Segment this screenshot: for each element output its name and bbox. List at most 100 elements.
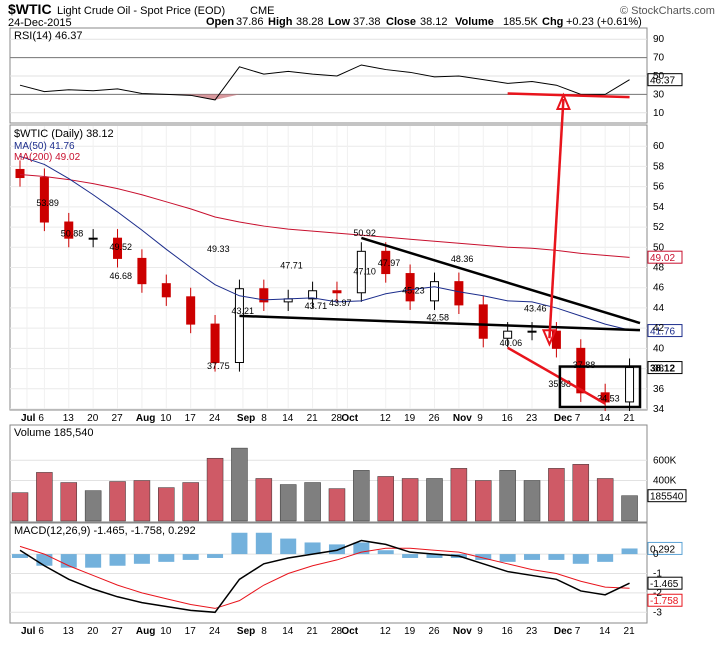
rsi-line — [19, 64, 630, 101]
macd-histogram-bar — [207, 554, 224, 558]
macd-histogram-bar — [280, 538, 297, 555]
x-axis-label-lower: Dec — [554, 626, 573, 637]
price-candle — [39, 177, 49, 223]
macd-histogram-bar — [328, 544, 345, 555]
price-tick-label: 44 — [653, 303, 665, 314]
signal-last-value: -1.758 — [650, 596, 679, 607]
macd-histogram-bar — [597, 554, 614, 562]
price-annotation: 43.71 — [305, 301, 328, 311]
macd-histogram-bar — [85, 554, 102, 568]
price-tick-label: 46 — [653, 283, 665, 294]
x-axis-label-upper: 17 — [185, 413, 197, 424]
x-axis-label-lower: Jul — [21, 626, 36, 637]
price-annotation: 47.71 — [280, 260, 303, 270]
x-axis-label-upper: 24 — [209, 413, 221, 424]
x-axis-label-lower: 27 — [112, 626, 124, 637]
x-axis-label-upper: 16 — [502, 413, 514, 424]
price-candle — [161, 283, 171, 298]
macd-histogram-bar — [499, 554, 516, 562]
price-candle — [64, 221, 74, 239]
x-axis-label-lower: 14 — [599, 626, 611, 637]
price-legend: $WTIC (Daily) 38.12 — [14, 128, 114, 140]
hist-last-value: 0.292 — [650, 544, 675, 555]
x-axis-label-upper: 21 — [307, 413, 319, 424]
macd-signal-line — [19, 545, 630, 609]
price-candle — [259, 288, 269, 303]
ma50-line — [19, 155, 630, 331]
macd-last-value: -1.465 — [650, 579, 679, 590]
macd-histogram-bar — [182, 554, 199, 560]
macd-histogram-bar — [36, 554, 53, 566]
macd-histogram-bar — [133, 554, 150, 564]
volume-bar — [475, 480, 492, 522]
x-axis-label-lower: 9 — [477, 626, 483, 637]
macd-tick-label: -3 — [653, 607, 662, 618]
price-candle — [454, 281, 464, 306]
volume-panel — [9, 424, 648, 523]
macd-tick-label: -1 — [653, 569, 662, 580]
price-annotation: 47.10 — [353, 267, 376, 277]
price-candle — [137, 257, 147, 285]
x-axis-label-upper: Oct — [341, 413, 358, 424]
price-candle — [332, 290, 342, 294]
price-annotation: 47.97 — [378, 258, 401, 268]
x-axis-label-lower: Sep — [237, 626, 255, 637]
ma200-legend: MA(200) 49.02 — [14, 152, 81, 163]
volume-bar — [596, 478, 614, 522]
hist-last-box — [647, 541, 683, 555]
volume-bar — [60, 482, 78, 522]
x-axis-label-upper: 21 — [624, 413, 636, 424]
date-label: 24-Dec-2015 — [8, 17, 72, 29]
price-tick-label: 38 — [653, 364, 665, 375]
ma50-last-value: 41.76 — [650, 327, 675, 338]
ma50-last-box — [647, 324, 683, 338]
close-last-box — [647, 361, 683, 375]
low-value: 37.38 — [353, 16, 381, 28]
signal-last-box — [647, 593, 683, 607]
volume-bar — [84, 490, 102, 522]
volume-bar — [231, 447, 248, 522]
price-tick-label: 54 — [653, 202, 665, 213]
volume-bar — [182, 482, 199, 522]
price-candle — [88, 237, 98, 240]
x-axis-label-upper: 20 — [87, 413, 99, 424]
volume-bar — [377, 476, 394, 522]
volume-bar — [11, 492, 29, 522]
rsi-tick-label: 30 — [653, 89, 665, 100]
ma200-last-value: 49.02 — [650, 253, 675, 264]
x-axis-label-upper: 14 — [599, 413, 611, 424]
price-tick-label: 42 — [653, 323, 665, 334]
price-annotation: 42.58 — [426, 312, 449, 322]
x-axis-label-lower: 17 — [185, 626, 197, 637]
price-candle — [576, 347, 586, 394]
price-annotation: 49.33 — [207, 244, 230, 254]
macd-line — [19, 539, 630, 614]
macd-histogram-bar — [304, 542, 321, 555]
x-axis-label-upper: 6 — [38, 413, 44, 424]
red-arrow-head-down — [541, 329, 557, 347]
lower-trendline — [239, 314, 641, 332]
rsi-last-box — [647, 73, 683, 87]
volume-bar — [206, 457, 224, 522]
macd-histogram-bar — [402, 554, 419, 558]
macd-histogram-bar — [158, 554, 175, 562]
x-axis-label-upper: Dec — [554, 413, 573, 424]
x-axis-label-upper: 9 — [477, 413, 483, 424]
volume-bar — [572, 464, 590, 522]
x-axis-label-upper: Nov — [453, 413, 472, 424]
macd-histogram-bar — [353, 542, 370, 555]
open-value: 37.86 — [236, 16, 264, 28]
price-annotation: 40.06 — [500, 338, 523, 348]
high-value: 38.28 — [296, 16, 324, 28]
price-annotation: 43.21 — [231, 306, 254, 316]
volume-bar — [109, 481, 126, 522]
x-axis-label-upper: 23 — [526, 413, 538, 424]
volume-bar — [353, 470, 370, 522]
price-tick-label: 58 — [653, 161, 665, 172]
x-axis-label-lower: 19 — [404, 626, 416, 637]
x-axis-label-upper: 19 — [404, 413, 416, 424]
price-tick-label: 48 — [653, 263, 665, 274]
price-candle — [381, 250, 391, 275]
x-axis-label-lower: 14 — [282, 626, 294, 637]
